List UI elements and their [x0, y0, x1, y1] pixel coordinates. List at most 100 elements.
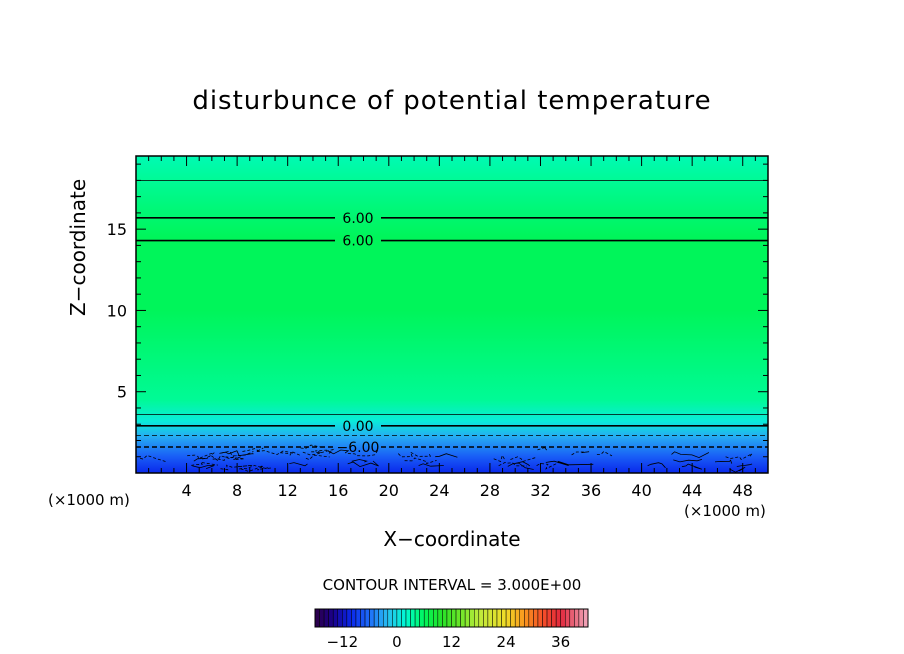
colorbar-swatch	[510, 608, 516, 628]
colorbar-swatch	[469, 608, 475, 628]
surface-contour-fragment	[537, 446, 548, 451]
colorbar-swatch	[492, 608, 498, 628]
colorbar-swatch	[437, 608, 443, 628]
colorbar-frame	[314, 608, 589, 628]
surface-contour-fragment	[510, 456, 537, 462]
contour-interval-text: CONTOUR INTERVAL = 3.000E+00	[322, 576, 582, 594]
colorbar-swatch	[478, 608, 484, 628]
colorbar-swatch	[455, 608, 461, 628]
colorbar-swatch	[401, 608, 407, 628]
x-unit-left: (×1000 m)	[48, 491, 130, 509]
contour-labels: 6.00 6.00 0.00 −6.00	[337, 211, 380, 456]
surface-contour-fragment	[681, 463, 703, 470]
surface-contour-fragment	[498, 461, 527, 467]
colorbar-swatch	[464, 608, 470, 628]
colorbar-swatch	[451, 608, 457, 628]
surface-contour-fragment	[192, 465, 215, 469]
surface-contour-fragment	[242, 447, 264, 452]
colorbar-swatch	[542, 608, 548, 628]
surface-contour-fragment	[725, 453, 753, 461]
colorbar-swatch	[574, 608, 580, 628]
colorbar-swatch	[410, 608, 416, 628]
surface-contour-fragment	[220, 464, 253, 471]
surface-noise-contours	[139, 444, 753, 473]
contour-label: 0.00	[342, 419, 373, 435]
surface-contour-fragment	[302, 449, 333, 456]
colorbar-swatch	[442, 608, 448, 628]
colorbar-swatch	[428, 608, 434, 628]
colorbar-swatch	[337, 608, 343, 628]
colorbar-swatch	[528, 608, 534, 628]
colorbar-swatch	[537, 608, 543, 628]
colorbar-tick-label: 12	[442, 633, 461, 651]
surface-contour-fragment	[212, 456, 245, 461]
x-tick-label: 48	[733, 481, 753, 500]
surface-contour-fragment	[187, 452, 215, 460]
colorbar-swatch	[314, 608, 320, 628]
surface-contour-fragment	[351, 459, 368, 463]
chart-title: disturbunce of potential temperature	[192, 86, 712, 116]
colorbar-swatch	[546, 608, 552, 628]
colorbar-swatch	[383, 608, 389, 628]
colorbar-swatch	[505, 608, 511, 628]
surface-contour-fragment	[736, 463, 753, 467]
colorbar-swatch	[578, 608, 584, 628]
surface-contour-fragment	[514, 461, 531, 467]
colorbar-swatch	[346, 608, 352, 628]
surface-contour-fragment	[139, 454, 166, 462]
colorbar-swatch	[533, 608, 539, 628]
colorbar-swatch	[328, 608, 334, 628]
surface-contour-fragment	[240, 465, 270, 472]
colorbar-swatch	[405, 608, 411, 628]
colorbar-swatch	[565, 608, 571, 628]
surface-contour-fragment	[729, 466, 746, 473]
colorbar-tick-label: 0	[392, 633, 402, 651]
colorbar-swatch	[378, 608, 384, 628]
surface-contour-fragment	[714, 459, 733, 464]
colorbar-swatch	[433, 608, 439, 628]
surface-contour-fragment	[220, 451, 254, 457]
x-tick-label: 4	[181, 481, 191, 500]
surface-contour-fragment	[673, 459, 703, 463]
colorbar-swatch	[496, 608, 502, 628]
x-tick-label: 24	[429, 481, 449, 500]
x-tick-label: 8	[232, 481, 242, 500]
x-unit-right: (×1000 m)	[684, 502, 766, 520]
x-tick-label: 12	[278, 481, 298, 500]
surface-contour-fragment	[327, 449, 350, 455]
surface-contour-fragment	[671, 451, 710, 459]
x-tick-label: 44	[682, 481, 702, 500]
colorbar-swatch	[323, 608, 329, 628]
surface-contour-fragment	[545, 460, 594, 466]
surface-contour-fragment	[404, 457, 437, 465]
colorbar-swatch	[319, 608, 325, 628]
colorbar-swatch	[551, 608, 557, 628]
colorbar-swatch	[487, 608, 493, 628]
colorbar-swatch	[514, 608, 521, 628]
surface-contour-fragment	[571, 451, 590, 456]
surface-contour-fragment	[289, 462, 308, 467]
y-tick-label: 10	[107, 301, 127, 320]
surface-contour-fragment	[493, 454, 506, 463]
colorbar-swatch	[419, 608, 425, 628]
surface-contour-fragment	[280, 451, 301, 456]
x-tick-label: 40	[631, 481, 651, 500]
colorbar-swatch	[446, 608, 452, 628]
x-axis-label-text: X−coordinate	[383, 527, 521, 551]
surface-contour-fragment	[305, 454, 330, 461]
contour-lines	[136, 179, 768, 448]
x-tick-label: 28	[480, 481, 500, 500]
y-axis-label: Z−coordinate	[66, 178, 90, 316]
colorbar-swatch	[392, 608, 398, 628]
surface-contour-fragment	[191, 461, 219, 466]
colorbar-swatch	[364, 608, 370, 628]
colorbar-swatch	[332, 608, 339, 628]
colorbar-swatch	[373, 608, 379, 628]
x-tick-label: 16	[328, 481, 348, 500]
colorbar-swatch	[355, 608, 361, 628]
colorbar-swatch	[369, 608, 375, 628]
x-tick-label: 32	[530, 481, 550, 500]
colorbar-swatch	[351, 608, 357, 628]
